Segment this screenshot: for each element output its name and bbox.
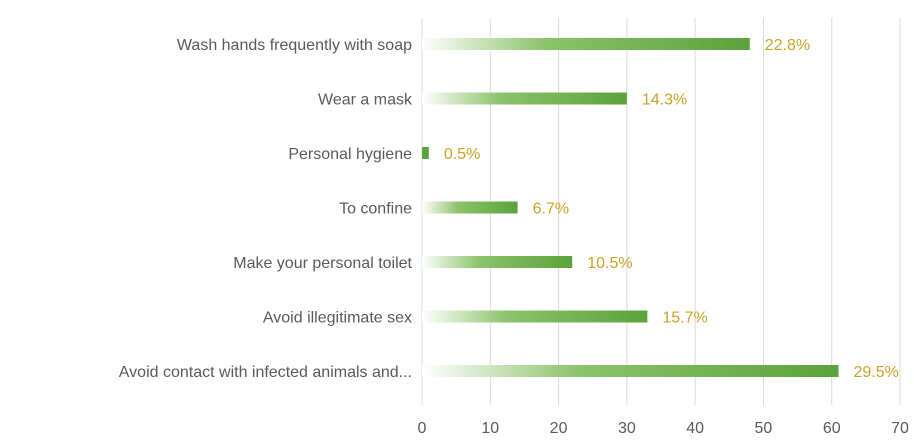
bar	[422, 147, 429, 159]
x-tick-label: 20	[550, 420, 568, 437]
category-label: Avoid illegitimate sex	[263, 310, 412, 327]
data-label: 15.7%	[662, 310, 707, 327]
x-tick-label: 10	[481, 420, 499, 437]
category-label: To confine	[339, 201, 412, 218]
x-tick-label: 40	[686, 420, 704, 437]
bar	[422, 365, 839, 377]
x-tick-label: 30	[618, 420, 636, 437]
x-tick-label: 70	[891, 420, 909, 437]
x-tick-label: 50	[755, 420, 773, 437]
x-axis-ticks: 0 10 20 30 40 50 60 70	[418, 420, 909, 437]
x-tick-label: 60	[823, 420, 841, 437]
bar	[422, 92, 627, 105]
category-label: Make your personal toilet	[233, 255, 412, 272]
bar	[422, 256, 573, 268]
gridlines	[421, 18, 901, 405]
data-label: 6.7%	[533, 201, 569, 218]
bar	[422, 38, 750, 50]
x-tick-label: 0	[418, 420, 427, 437]
bar	[422, 310, 648, 323]
data-label: 22.8%	[765, 37, 810, 54]
data-label: 29.5%	[854, 364, 899, 381]
category-label: Avoid contact with infected animals and.…	[119, 364, 412, 381]
category-label: Wash hands frequently with soap	[177, 37, 412, 54]
bar	[422, 201, 518, 214]
data-label: 0.5%	[444, 146, 480, 163]
category-labels: Wash hands frequently with soap Wear a ma…	[119, 37, 413, 381]
data-label: 10.5%	[587, 255, 632, 272]
bars	[422, 38, 839, 377]
data-label: 14.3%	[642, 92, 687, 109]
category-label: Wear a mask	[318, 92, 413, 109]
data-labels: 22.8% 14.3% 0.5% 6.7% 10.5% 15.7% 29.5%	[444, 37, 899, 381]
category-label: Personal hygiene	[288, 146, 412, 163]
